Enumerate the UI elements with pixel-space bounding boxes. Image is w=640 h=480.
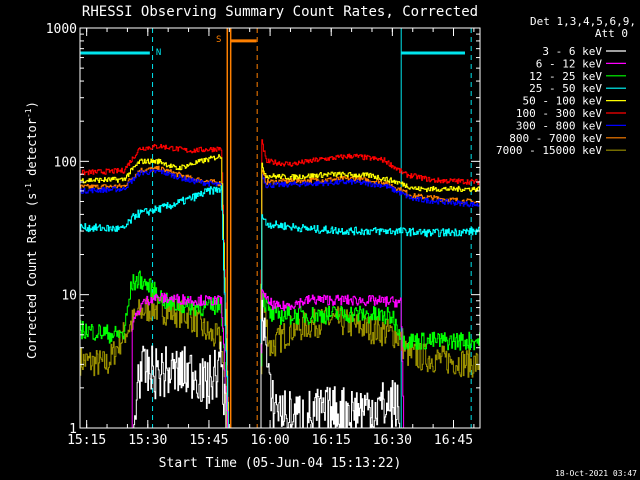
axes-frame (79, 27, 481, 429)
x-tick-label: 16:45 (434, 433, 473, 448)
y-tick-label: 1 (69, 422, 77, 437)
legend-label: 7000 - 15000 keV (496, 144, 602, 157)
x-tick-label: 16:15 (312, 433, 351, 448)
y-tick-label: 10 (61, 289, 77, 304)
chart-title: RHESSI Observing Summary Count Rates, Co… (82, 4, 478, 20)
axes: 15:15 15:30 15:45 16:00 16:15 16:30 16:45 1 10 10… (46, 22, 481, 448)
series-300-800-kev (80, 169, 480, 428)
plot-area (80, 139, 480, 428)
legend-label: 100 - 300 keV (516, 107, 602, 120)
x-tick-label: 16:30 (373, 433, 412, 448)
legend-label: 300 - 800 keV (516, 119, 602, 132)
x-tick-label: 16:00 (251, 433, 290, 448)
x-axis-label: Start Time (05-Jun-04 15:13:22) (159, 456, 402, 471)
series-6-12-kev (131, 289, 405, 428)
series-100-300-kev (80, 139, 480, 428)
legend-header: Det 1,3,4,5,6,9, (530, 15, 636, 28)
legend-label: 800 - 7000 keV (509, 132, 602, 145)
y-tick-label: 100 (54, 155, 77, 170)
series-3-6-kev (133, 299, 401, 428)
legend-label: 25 - 50 keV (529, 82, 602, 95)
timestamp: 18-Oct-2021 03:47 (555, 469, 637, 478)
legend-label: 3 - 6 keV (542, 45, 602, 58)
y-axis-label: Corrected Count Rate (s-1 detector-1) (24, 101, 39, 359)
legend-label: 50 - 100 keV (523, 95, 603, 108)
legend-label: 6 - 12 keV (536, 57, 603, 70)
x-tick-label: 15:45 (189, 433, 228, 448)
series-25-50-kev (80, 185, 480, 428)
annotations: NS (80, 35, 257, 58)
annotation-label-n: N (156, 48, 161, 58)
legend-label: 12 - 25 keV (529, 70, 602, 83)
series-12-25-kev (80, 270, 480, 428)
x-tick-label: 15:30 (128, 433, 167, 448)
series-50-100-kev (80, 154, 480, 428)
y-tick-label: 1000 (46, 22, 77, 37)
legend-header-2: Att 0 (595, 27, 628, 40)
annotation-label-s: S (216, 35, 221, 45)
x-tick-label: 15:15 (67, 433, 106, 448)
